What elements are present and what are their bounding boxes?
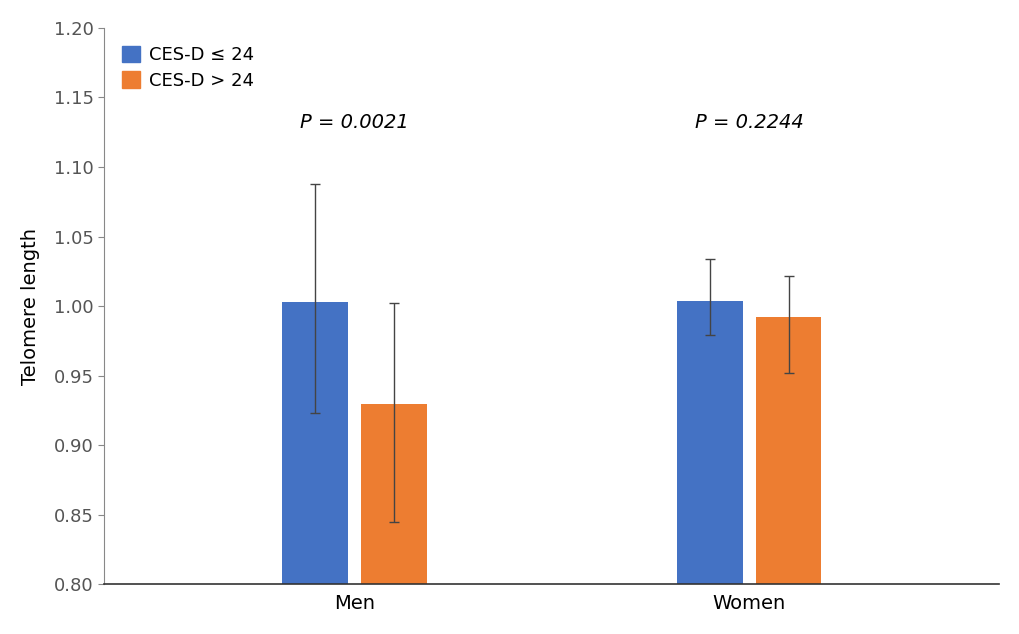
Bar (755, 317, 820, 585)
Bar (676, 301, 742, 585)
Bar (361, 404, 426, 585)
Y-axis label: Telomere length: Telomere length (20, 228, 40, 385)
Text: P = 0.2244: P = 0.2244 (694, 113, 803, 133)
Bar (281, 302, 347, 585)
Text: P = 0.0021: P = 0.0021 (300, 113, 409, 133)
Legend: CES-D ≤ 24, CES-D > 24: CES-D ≤ 24, CES-D > 24 (113, 37, 263, 99)
